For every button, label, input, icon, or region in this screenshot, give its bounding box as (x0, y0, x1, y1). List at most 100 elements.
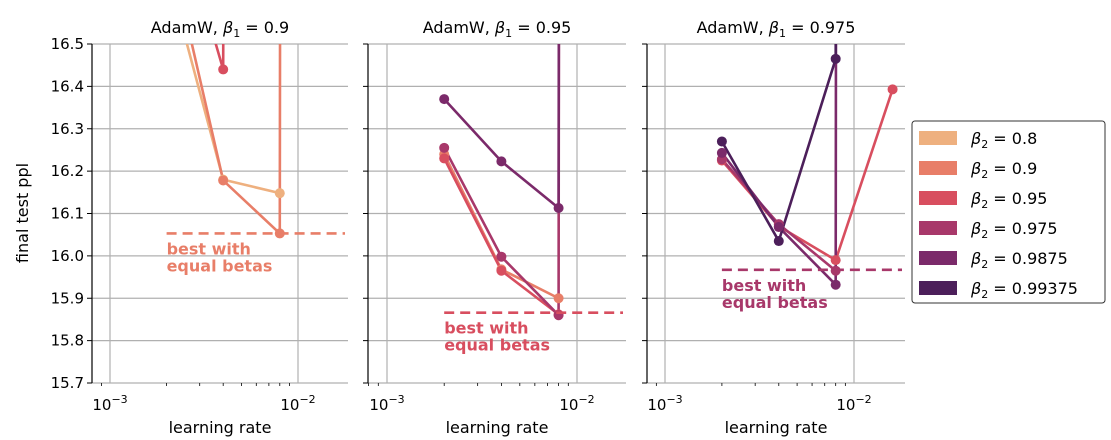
y-tick-label: 16.5 (51, 35, 84, 53)
y-tick-label: 16.1 (51, 205, 84, 223)
best-equal-betas-annotation: best with (722, 276, 806, 295)
legend-sub: 2 (981, 138, 988, 151)
legend-label: β2 = 0.99375 (970, 279, 1078, 301)
legend-sub: 2 (981, 288, 988, 301)
legend-item: β2 = 0.99375 (919, 279, 1078, 301)
title-sub: 1 (505, 27, 512, 40)
data-point (773, 222, 784, 233)
tick-base: 10 (92, 396, 111, 414)
panel-title: AdamW, β1 = 0.9 (151, 18, 289, 40)
legend-swatch (919, 221, 957, 235)
data-point (496, 251, 507, 262)
title-suffix: = 0.975 (786, 18, 855, 37)
data-point (830, 255, 841, 266)
legend-symbol: β (970, 219, 981, 238)
best-equal-betas-annotation: best with (167, 239, 251, 258)
tick-exponent: −2 (578, 393, 594, 406)
legend-value: = 0.9875 (988, 249, 1068, 268)
legend-symbol: β (970, 159, 981, 178)
panel-title: AdamW, β1 = 0.95 (423, 18, 572, 40)
legend-value: = 0.99375 (988, 279, 1078, 298)
y-tick-label: 15.8 (51, 332, 84, 350)
tick-base: 10 (369, 396, 388, 414)
legend-sub: 2 (981, 198, 988, 211)
panel-title: AdamW, β1 = 0.975 (697, 18, 856, 40)
legend-label: β2 = 0.9 (970, 159, 1037, 181)
tick-exponent: −2 (855, 393, 871, 406)
y-tick-label: 15.9 (51, 289, 84, 307)
legend-swatch (919, 161, 957, 175)
title-suffix: = 0.95 (512, 18, 571, 37)
legend-swatch (919, 251, 957, 265)
data-point (553, 202, 564, 213)
y-tick-label: 16.3 (51, 120, 84, 138)
data-point (496, 265, 507, 276)
series-line (443, 153, 560, 300)
title-symbol: β (494, 18, 505, 37)
legend-value: = 0.975 (988, 219, 1057, 238)
x-tick-label: 10−3 (92, 393, 127, 414)
legend-item: β2 = 0.9 (919, 159, 1037, 181)
legend-item: β2 = 0.975 (919, 219, 1058, 241)
legend-value: = 0.8 (988, 129, 1037, 148)
data-point (218, 64, 229, 75)
title-prefix: AdamW, (697, 18, 769, 37)
legend-label: β2 = 0.8 (970, 129, 1037, 151)
title-sub: 1 (233, 27, 240, 40)
data-point (439, 153, 450, 164)
data-point (274, 188, 285, 199)
legend-value: = 0.95 (988, 189, 1047, 208)
series-line (190, 44, 282, 235)
series-line (443, 44, 561, 210)
legend-box (911, 120, 1106, 304)
legend-label: β2 = 0.975 (970, 219, 1058, 241)
tick-exponent: −3 (388, 393, 404, 406)
best-equal-betas-annotation: equal betas (444, 336, 550, 355)
title-suffix: = 0.9 (240, 18, 289, 37)
series-line (720, 44, 838, 243)
legend-item: β2 = 0.9875 (919, 249, 1068, 271)
legend-symbol: β (970, 189, 981, 208)
legend-swatch (919, 281, 957, 295)
x-tick-label: 10−3 (647, 393, 682, 414)
panel-1: 15.715.815.916.016.116.216.316.416.510−3… (51, 18, 348, 437)
data-point (830, 279, 841, 290)
panel-2: 10−3 10−2 AdamW, β1 = 0.95 learning rate bes… (363, 18, 626, 437)
legend-symbol: β (970, 279, 981, 298)
series-line (720, 88, 894, 262)
series-group (439, 44, 564, 321)
x-axis-label: learning rate (169, 418, 272, 437)
legend-sub: 2 (981, 168, 988, 181)
data-point (716, 136, 727, 147)
data-point (439, 94, 450, 105)
tick-base: 10 (836, 396, 855, 414)
y-tick-label: 16.0 (51, 247, 84, 265)
data-point (716, 147, 727, 158)
series-group (185, 44, 285, 239)
x-tick-label: 10−2 (280, 393, 315, 414)
title-prefix: AdamW, (151, 18, 223, 37)
y-tick-label: 16.4 (51, 77, 84, 95)
tick-base: 10 (647, 396, 666, 414)
y-tick-label: 15.7 (51, 374, 84, 392)
data-point (887, 84, 898, 95)
best-equal-betas-annotation: equal betas (167, 256, 273, 275)
tick-base: 10 (280, 396, 299, 414)
data-point (773, 236, 784, 247)
title-symbol: β (222, 18, 233, 37)
legend-symbol: β (970, 249, 981, 268)
title-prefix: AdamW, (423, 18, 495, 37)
legend-symbol: β (970, 129, 981, 148)
legend-item: β2 = 0.95 (919, 189, 1047, 211)
legend-label: β2 = 0.95 (970, 189, 1047, 211)
series-group (716, 44, 898, 290)
data-point (439, 142, 450, 153)
legend-sub: 2 (981, 258, 988, 271)
best-equal-betas-annotation: best with (444, 319, 528, 338)
x-tick-label: 10−2 (559, 393, 594, 414)
data-point (830, 53, 841, 64)
x-axis-label: learning rate (446, 418, 549, 437)
